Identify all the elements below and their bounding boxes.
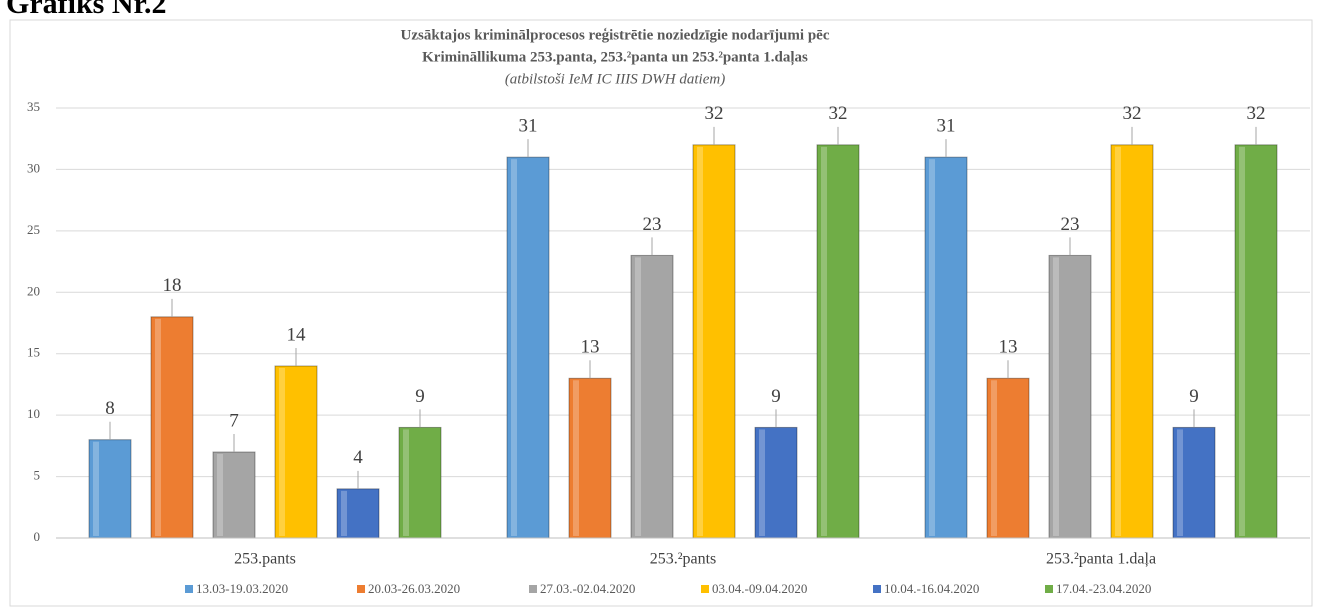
bar-highlight <box>93 441 99 536</box>
bar <box>274 365 318 539</box>
bar-highlight <box>1177 429 1183 536</box>
bar <box>1234 144 1278 539</box>
data-label: 9 <box>415 386 425 407</box>
bar <box>212 451 256 539</box>
bar-highlight <box>821 146 827 536</box>
legend-label: 17.04.-23.04.2020 <box>1056 581 1151 596</box>
bar-highlight <box>1115 146 1121 536</box>
y-tick-label: 30 <box>27 160 40 175</box>
y-tick-label: 20 <box>27 283 40 298</box>
bar-highlight <box>511 159 517 536</box>
legend-label: 20.03-26.03.2020 <box>368 581 460 596</box>
bar <box>398 426 442 539</box>
data-label: 32 <box>705 103 724 124</box>
bar <box>1172 426 1216 539</box>
bar <box>924 156 968 539</box>
data-label: 8 <box>105 398 115 419</box>
bar-highlight <box>635 257 641 536</box>
bar <box>630 254 674 539</box>
legend-swatch <box>1045 585 1053 593</box>
heading: Grafiks Nr.2 <box>6 0 167 20</box>
bar-highlight <box>1239 146 1245 536</box>
data-label: 23 <box>643 214 662 235</box>
data-label: 13 <box>581 337 600 358</box>
data-label: 18 <box>163 275 182 296</box>
legend-swatch <box>185 585 193 593</box>
data-label: 14 <box>287 324 307 345</box>
chart-title: Krimināllikuma 253.panta, 253.²panta un … <box>422 49 808 65</box>
chart-title: Uzsāktajos kriminālprocesos reģistrētie … <box>401 27 830 43</box>
legend-swatch <box>873 585 881 593</box>
y-tick-label: 0 <box>34 529 41 544</box>
bar <box>568 377 612 539</box>
bar <box>754 426 798 539</box>
data-label: 9 <box>1189 386 1199 407</box>
bar-highlight <box>573 380 579 536</box>
legend-label: 10.04.-16.04.2020 <box>884 581 979 596</box>
data-label: 32 <box>1247 103 1266 124</box>
data-label: 32 <box>1123 103 1142 124</box>
legend-swatch <box>701 585 709 593</box>
data-label: 7 <box>229 410 239 431</box>
y-tick-label: 35 <box>27 99 40 114</box>
legend-label: 03.04.-09.04.2020 <box>712 581 807 596</box>
data-label: 31 <box>937 116 956 137</box>
bar-highlight <box>697 146 703 536</box>
y-tick-label: 15 <box>27 345 40 360</box>
x-tick-label: 253.pants <box>234 551 296 568</box>
bar-highlight <box>991 380 997 536</box>
bar-highlight <box>929 159 935 536</box>
x-tick-label: 253.²panta 1.daļa <box>1046 551 1156 568</box>
bar-highlight <box>403 429 409 536</box>
bar-highlight <box>155 318 161 536</box>
data-label: 23 <box>1061 214 1080 235</box>
bar-highlight <box>279 368 285 536</box>
y-tick-label: 5 <box>34 468 41 483</box>
data-label: 4 <box>353 447 363 468</box>
y-tick-label: 10 <box>27 406 40 421</box>
bar-highlight <box>341 490 347 536</box>
bar <box>986 377 1030 539</box>
chart-subtitle: (atbilstoši IeM IC IIIS DWH datiem) <box>505 71 725 87</box>
data-label: 31 <box>519 116 538 137</box>
legend-label: 13.03-19.03.2020 <box>196 581 288 596</box>
legend-swatch <box>357 585 365 593</box>
bar <box>816 144 860 539</box>
data-label: 13 <box>999 337 1018 358</box>
bar-highlight <box>217 454 223 536</box>
x-tick-label: 253.²pants <box>650 551 717 568</box>
data-label: 32 <box>829 103 848 124</box>
data-label: 9 <box>771 386 781 407</box>
bar-highlight <box>759 429 765 536</box>
legend-label: 27.03.-02.04.2020 <box>540 581 635 596</box>
bar <box>1048 254 1092 539</box>
y-tick-label: 25 <box>27 222 40 237</box>
bar <box>1110 144 1154 539</box>
legend-swatch <box>529 585 537 593</box>
bar-highlight <box>1053 257 1059 536</box>
bar <box>506 156 550 539</box>
